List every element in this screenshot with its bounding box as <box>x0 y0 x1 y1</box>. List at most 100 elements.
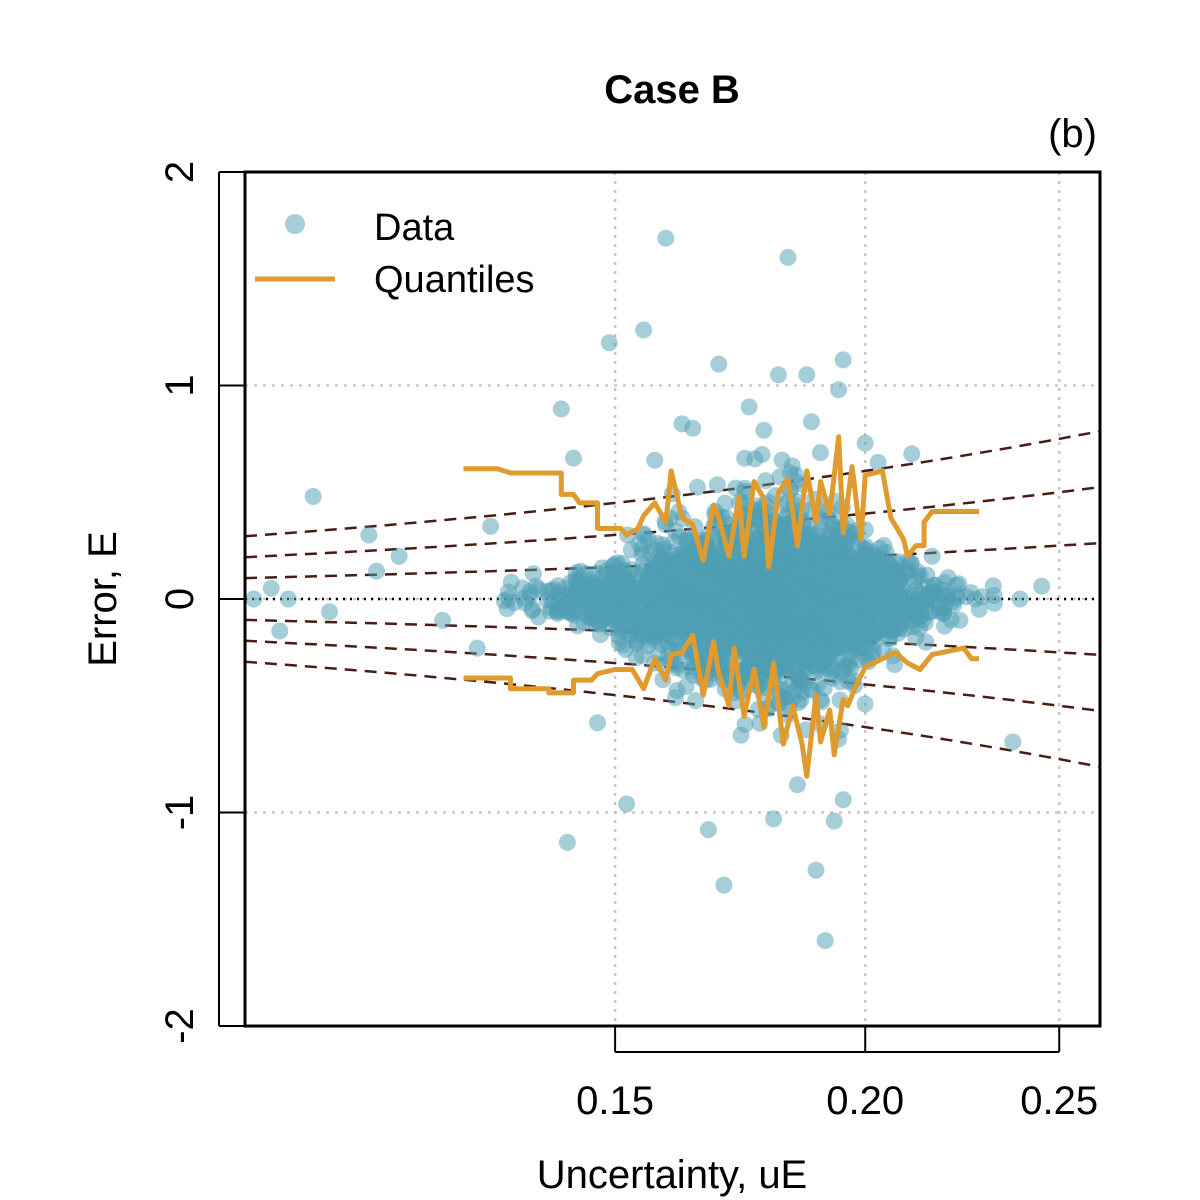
data-point <box>830 381 848 399</box>
data-point <box>825 812 843 830</box>
y-axis-label: Error, E <box>81 531 125 667</box>
data-point <box>635 526 653 544</box>
x-axis-label: Uncertainty, uE <box>537 1153 808 1197</box>
data-point <box>434 611 452 629</box>
data-point <box>568 580 586 598</box>
y-tick-label: 2 <box>158 161 202 183</box>
data-point <box>565 606 583 624</box>
data-point <box>530 580 547 598</box>
legend-data-marker <box>285 214 305 234</box>
y-tick-label: -1 <box>158 795 202 831</box>
data-point <box>908 568 926 586</box>
data-points <box>245 229 1051 950</box>
data-point <box>304 488 322 505</box>
y-tick-label: -2 <box>158 1008 202 1044</box>
data-point <box>646 451 664 469</box>
data-point <box>836 584 854 602</box>
data-point <box>669 564 687 582</box>
data-point <box>565 449 582 467</box>
data-point <box>924 585 942 603</box>
data-point <box>664 623 682 641</box>
data-point <box>740 398 758 416</box>
data-point <box>708 476 726 494</box>
data-point <box>808 638 825 656</box>
y-tick-label: 0 <box>158 588 202 610</box>
data-point <box>678 531 696 549</box>
data-point <box>807 861 825 879</box>
axes: -2 -1 0 1 2 0.15 0.20 0.25 <box>158 161 1098 1123</box>
data-point <box>524 565 542 583</box>
data-point <box>869 453 887 471</box>
data-point <box>852 550 870 568</box>
data-point <box>652 635 670 653</box>
data-point <box>884 595 902 613</box>
data-point <box>640 585 658 603</box>
data-point <box>780 592 798 609</box>
data-point <box>820 621 838 639</box>
data-point <box>593 559 611 577</box>
data-point <box>738 592 756 610</box>
data-point <box>360 526 378 544</box>
data-point <box>624 609 642 627</box>
data-point <box>917 633 935 651</box>
data-point <box>552 400 570 418</box>
data-point <box>882 562 900 580</box>
data-point <box>837 532 855 550</box>
x-tick-label: 0.15 <box>576 1079 654 1123</box>
data-point <box>699 821 717 839</box>
data-point <box>736 716 754 733</box>
data-point <box>788 776 806 794</box>
data-point <box>816 932 834 950</box>
data-point <box>856 578 874 596</box>
data-point <box>710 355 728 373</box>
chart-title: Case B <box>604 68 740 112</box>
data-point <box>903 618 921 635</box>
data-point <box>966 590 984 608</box>
x-tick-label: 0.20 <box>826 1079 904 1123</box>
data-point <box>755 421 773 439</box>
data-point <box>794 555 811 573</box>
data-point <box>584 606 602 624</box>
data-point <box>585 577 603 595</box>
data-point <box>814 535 832 553</box>
data-point <box>321 603 338 621</box>
data-point <box>769 366 787 384</box>
data-point <box>666 585 683 603</box>
legend-quantiles-label: Quantiles <box>374 259 535 301</box>
data-point <box>791 647 809 665</box>
reference-line <box>245 660 1100 769</box>
data-point <box>715 876 733 894</box>
data-point <box>903 445 921 463</box>
data-point <box>589 714 606 732</box>
data-point <box>805 594 823 612</box>
legend-data-label: Data <box>374 207 455 249</box>
data-point <box>757 609 775 627</box>
data-point <box>796 663 813 681</box>
data-point <box>771 569 788 587</box>
data-point <box>935 603 952 621</box>
data-point <box>468 639 486 657</box>
data-point <box>715 595 733 613</box>
data-point <box>688 560 706 578</box>
data-point <box>757 472 775 490</box>
data-point <box>654 540 672 558</box>
data-point <box>691 598 709 616</box>
data-point <box>684 419 702 437</box>
quantile-lines <box>463 434 980 779</box>
data-point <box>262 579 280 597</box>
data-point <box>608 620 626 638</box>
data-point <box>279 590 297 608</box>
quantile-upper-line <box>463 434 980 570</box>
data-point <box>271 622 289 640</box>
data-point <box>832 600 850 618</box>
data-point <box>516 594 534 612</box>
data-point <box>951 611 969 629</box>
data-point <box>757 590 775 607</box>
data-point <box>747 561 765 579</box>
data-point <box>782 545 799 563</box>
data-point <box>549 577 567 595</box>
data-point <box>635 321 653 339</box>
data-point <box>549 604 566 622</box>
data-point <box>853 616 871 634</box>
data-point <box>766 630 784 648</box>
